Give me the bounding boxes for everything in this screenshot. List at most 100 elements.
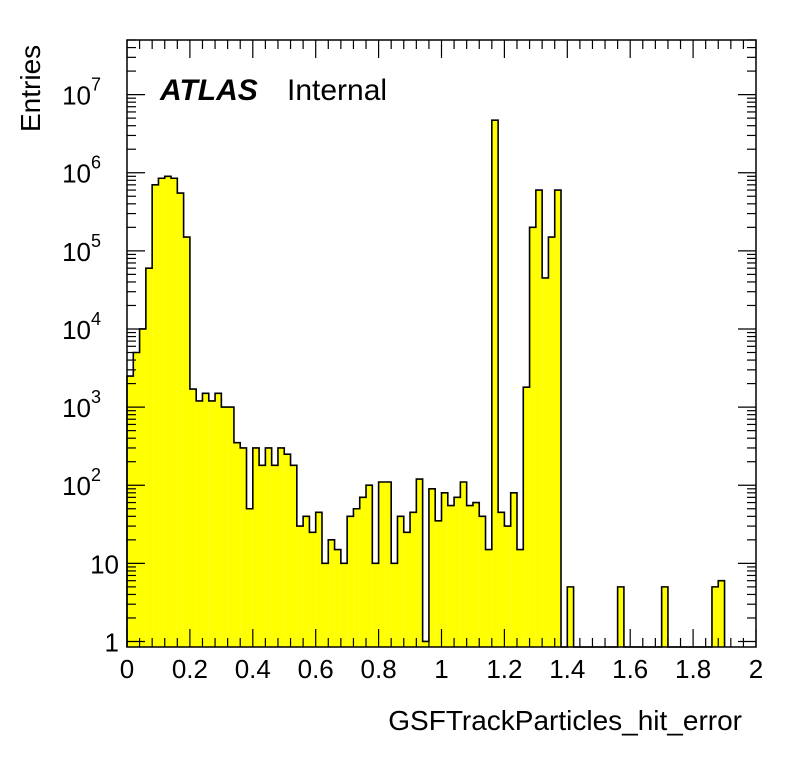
histogram-bar (661, 586, 668, 647)
histogram-bar (133, 352, 140, 647)
histogram-bar (271, 465, 278, 647)
histogram-bar (334, 549, 341, 647)
y-tick-label: 10 (62, 471, 91, 501)
histogram-bar (265, 447, 272, 647)
histogram-bar (391, 563, 398, 647)
histogram-bar (711, 586, 719, 647)
histogram-bar (403, 532, 411, 647)
x-tick-label: 1.8 (675, 654, 711, 684)
y-tick-label: 10 (62, 159, 91, 189)
histogram-bar (296, 526, 304, 647)
histogram-bar (548, 237, 555, 648)
x-tick-label: 1.2 (486, 654, 522, 684)
histogram-bar (233, 442, 241, 647)
y-tick-label: 10 (62, 81, 91, 111)
y-tick-exponent: 7 (91, 75, 101, 95)
histogram-bar (510, 492, 517, 647)
histogram-bar (145, 268, 153, 647)
histogram-bar (535, 190, 543, 647)
histogram-bar (183, 237, 190, 648)
x-tick-label: 1.4 (549, 654, 585, 684)
y-tick-label: 1 (105, 627, 119, 657)
histogram-bar (171, 178, 178, 647)
histogram-bar (347, 516, 354, 647)
histogram-bar (447, 505, 455, 647)
histogram-bar (189, 389, 197, 647)
histogram-bar (328, 539, 335, 647)
histogram-bar (340, 563, 348, 647)
histogram-bar (516, 549, 524, 647)
histogram-bar (378, 482, 385, 647)
histogram-bar (252, 447, 260, 647)
histogram-bar (127, 376, 134, 647)
histogram-bar (485, 549, 492, 647)
histogram-bar (164, 176, 172, 648)
histogram-bar (523, 387, 530, 647)
histogram-bar (152, 184, 159, 647)
histogram-bar (542, 277, 549, 647)
histogram-bar (359, 497, 367, 647)
x-axis-title: GSFTrackParticles_hit_error (388, 705, 742, 736)
histogram-bar (303, 516, 310, 647)
histogram-bar (410, 512, 417, 647)
x-axis: 0 0.2 0.4 0.6 0.8 1 1.2 1.4 1.6 1.8 2 (120, 40, 763, 684)
y-tick-exponent: 6 (91, 153, 101, 173)
x-tick-label: 1 (434, 654, 448, 684)
histogram-bar (259, 465, 266, 647)
histogram-bar (372, 563, 379, 647)
histogram-bar (196, 400, 203, 647)
x-tick-label: 0.4 (235, 654, 271, 684)
x-tick-label: 0 (120, 654, 134, 684)
histogram-bar (221, 407, 228, 647)
x-tick-label: 2 (749, 654, 763, 684)
atlas-label: ATLAS (159, 74, 258, 107)
x-tick-label: 1.6 (612, 654, 648, 684)
histogram-bar (422, 641, 429, 647)
histogram-bar (309, 532, 316, 647)
histogram-bar (554, 190, 562, 647)
histogram-bar (384, 482, 392, 647)
histogram-bar (441, 492, 448, 647)
histogram-bar (529, 227, 536, 647)
histogram-bar (498, 512, 505, 647)
histogram-bar (277, 447, 285, 647)
y-axis-title: Entries (15, 45, 46, 132)
histogram-bar (215, 393, 222, 647)
histogram-bar (240, 447, 247, 647)
histogram-bar (466, 505, 473, 647)
x-tick-label: 0.6 (298, 654, 334, 684)
histogram-bar (460, 482, 467, 647)
histogram-bar (428, 488, 436, 647)
internal-label: Internal (287, 74, 387, 107)
histogram-bar (567, 586, 574, 647)
histogram-bar (158, 178, 165, 647)
histogram-bar (435, 520, 442, 647)
histogram-bar (284, 454, 291, 647)
histogram-bar (315, 512, 322, 647)
histogram-bar (246, 508, 253, 647)
y-tick-exponent: 2 (91, 465, 101, 485)
histogram-bar (479, 516, 486, 647)
histogram-bar (366, 485, 373, 647)
y-tick-exponent: 5 (91, 231, 101, 251)
histogram-bar (353, 508, 360, 647)
histogram-bar (617, 586, 624, 647)
histogram-bar (397, 516, 404, 647)
histogram-bar (177, 193, 184, 648)
y-tick-label: 10 (62, 315, 91, 345)
histogram-bar (454, 497, 461, 647)
histogram-bar (504, 526, 511, 647)
y-tick-exponent: 4 (91, 309, 101, 329)
x-tick-label: 0.2 (172, 654, 208, 684)
y-tick-label: 10 (62, 237, 91, 267)
histogram-bar (290, 465, 297, 647)
histogram-bar (321, 563, 329, 647)
histogram-bar (472, 502, 480, 647)
histogram-bar (139, 328, 146, 647)
histogram-bar (202, 393, 209, 647)
plot-area (126, 39, 757, 648)
histogram-bar (208, 400, 216, 647)
y-tick-label: 10 (62, 393, 91, 423)
y-tick-exponent: 3 (91, 387, 101, 407)
